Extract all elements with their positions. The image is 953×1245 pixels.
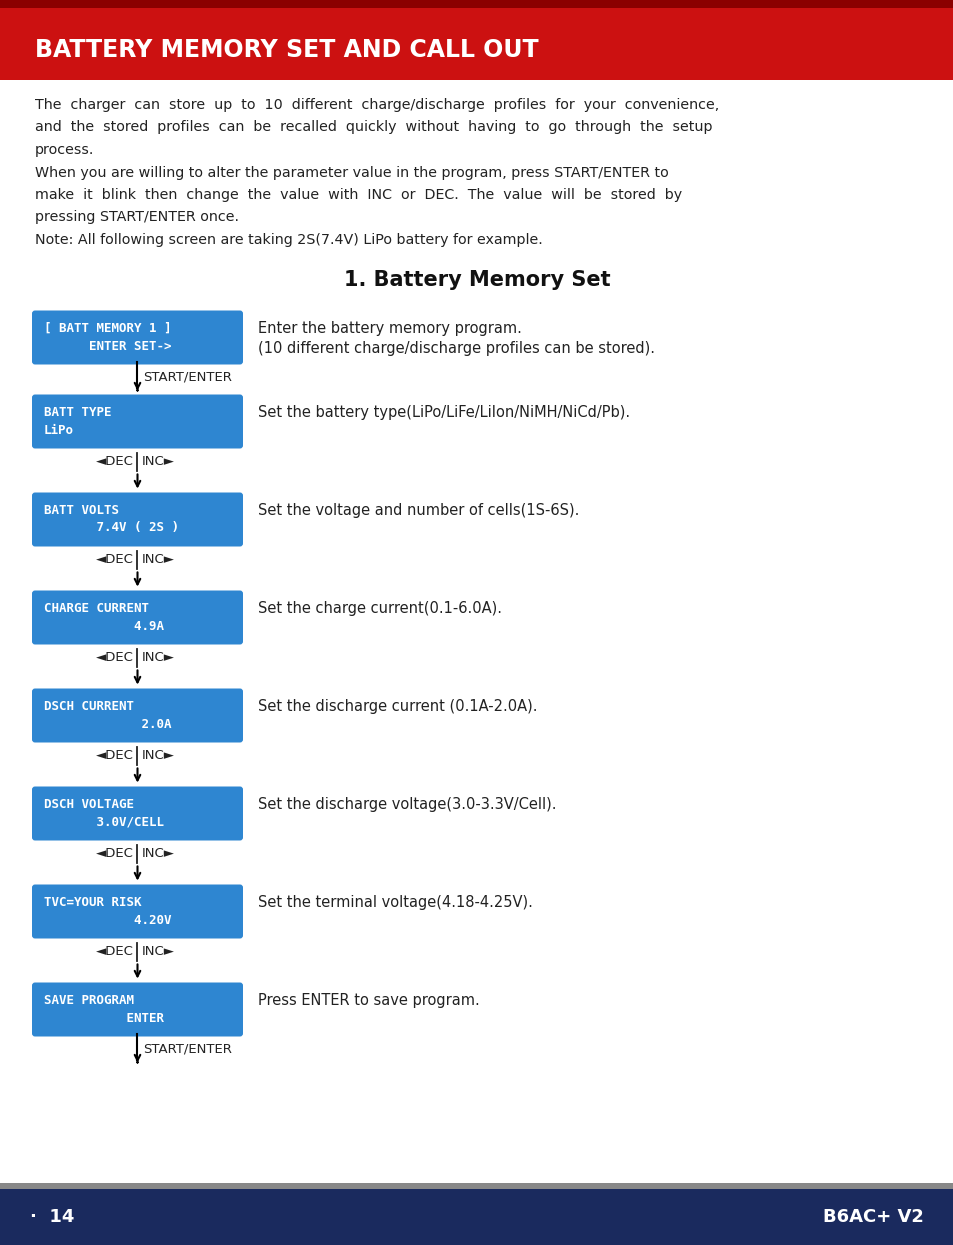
Text: SAVE PROGRAM: SAVE PROGRAM [44,994,133,1006]
Text: ◄DEC: ◄DEC [95,749,133,762]
Text: Enter the battery memory program.: Enter the battery memory program. [257,321,521,336]
Text: ·  14: · 14 [30,1208,74,1226]
Text: 3.0V/CELL: 3.0V/CELL [44,815,164,828]
Text: Set the discharge voltage(3.0-3.3V/Cell).: Set the discharge voltage(3.0-3.3V/Cell)… [257,798,556,813]
Text: START/ENTER: START/ENTER [143,371,233,383]
FancyBboxPatch shape [32,688,243,742]
FancyBboxPatch shape [32,884,243,939]
Text: ◄DEC: ◄DEC [95,454,133,468]
Text: Press ENTER to save program.: Press ENTER to save program. [257,994,479,1008]
Text: ◄DEC: ◄DEC [95,651,133,664]
Text: INC►: INC► [141,847,174,860]
Text: INC►: INC► [141,454,174,468]
FancyBboxPatch shape [32,493,243,547]
Bar [0,1189,953,1245]
Text: Set the charge current(0.1-6.0A).: Set the charge current(0.1-6.0A). [257,601,501,616]
Text: CHARGE CURRENT: CHARGE CURRENT [44,601,149,615]
Text: ENTER SET->: ENTER SET-> [44,340,172,352]
Text: Note: All following screen are taking 2S(7.4V) LiPo battery for example.: Note: All following screen are taking 2S… [35,233,542,247]
Bar [0,1183,953,1189]
Text: INC►: INC► [141,553,174,566]
Text: INC►: INC► [141,945,174,957]
Text: The  charger  can  store  up  to  10  different  charge/discharge  profiles  for: The charger can store up to 10 different… [35,98,719,112]
Text: pressing START/ENTER once.: pressing START/ENTER once. [35,210,239,224]
Text: 2.0A: 2.0A [44,717,172,731]
FancyBboxPatch shape [32,310,243,365]
Text: ◄DEC: ◄DEC [95,847,133,860]
Text: 7.4V ( 2S ): 7.4V ( 2S ) [44,522,179,534]
Text: ◄DEC: ◄DEC [95,945,133,957]
Text: INC►: INC► [141,651,174,664]
Text: TVC=YOUR RISK: TVC=YOUR RISK [44,895,141,909]
Text: When you are willing to alter the parameter value in the program, press START/EN: When you are willing to alter the parame… [35,166,668,179]
Text: BATTERY MEMORY SET AND CALL OUT: BATTERY MEMORY SET AND CALL OUT [35,39,538,62]
Text: 1. Battery Memory Set: 1. Battery Memory Set [343,269,610,290]
Text: (10 different charge/discharge profiles can be stored).: (10 different charge/discharge profiles … [257,341,655,356]
Text: and  the  stored  profiles  can  be  recalled  quickly  without  having  to  go : and the stored profiles can be recalled … [35,121,712,134]
Text: DSCH VOLTAGE: DSCH VOLTAGE [44,798,133,810]
Text: DSCH CURRENT: DSCH CURRENT [44,700,133,712]
Text: INC►: INC► [141,749,174,762]
Bar [0,7,953,80]
Text: process.: process. [35,143,94,157]
Text: LiPo: LiPo [44,423,74,437]
FancyBboxPatch shape [32,787,243,840]
Text: BATT TYPE: BATT TYPE [44,406,112,418]
Text: 4.20V: 4.20V [44,914,172,926]
Text: ◄DEC: ◄DEC [95,553,133,566]
Text: Set the terminal voltage(4.18-4.25V).: Set the terminal voltage(4.18-4.25V). [257,895,533,910]
Bar [0,0,953,7]
Text: B6AC+ V2: B6AC+ V2 [822,1208,923,1226]
FancyBboxPatch shape [32,395,243,448]
Text: BATT VOLTS: BATT VOLTS [44,503,119,517]
Text: Set the voltage and number of cells(1S-6S).: Set the voltage and number of cells(1S-6… [257,503,578,518]
Text: START/ENTER: START/ENTER [143,1043,233,1056]
FancyBboxPatch shape [32,982,243,1037]
Text: 4.9A: 4.9A [44,620,164,632]
Text: make  it  blink  then  change  the  value  with  INC  or  DEC.  The  value  will: make it blink then change the value with… [35,188,681,202]
Text: ENTER: ENTER [44,1011,164,1025]
Text: [ BATT MEMORY 1 ]: [ BATT MEMORY 1 ] [44,321,172,335]
Text: Set the battery type(LiPo/LiFe/LiIon/NiMH/NiCd/Pb).: Set the battery type(LiPo/LiFe/LiIon/NiM… [257,406,630,421]
FancyBboxPatch shape [32,590,243,645]
Text: Set the discharge current (0.1A-2.0A).: Set the discharge current (0.1A-2.0A). [257,700,537,715]
